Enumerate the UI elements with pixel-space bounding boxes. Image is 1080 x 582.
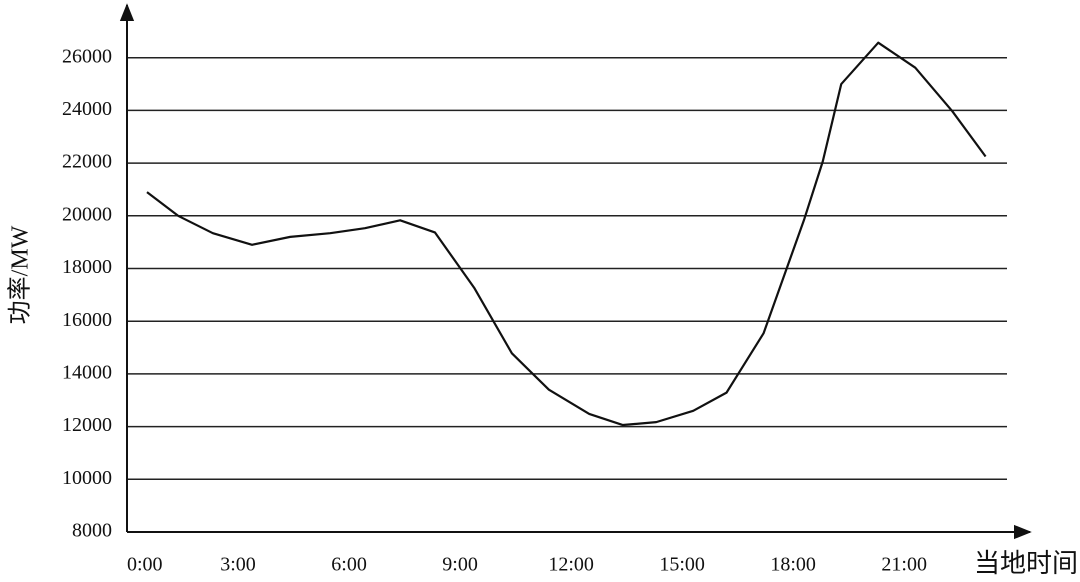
x-tick-label: 6:00 (331, 554, 367, 576)
data-line (146, 41, 987, 427)
x-tick-label: 9:00 (442, 554, 478, 576)
y-axis-title: 功率/MW (7, 225, 34, 324)
y-tick-label: 24000 (62, 98, 112, 120)
x-tick-label: 21:00 (881, 554, 927, 576)
x-tick-label: 3:00 (220, 554, 256, 576)
x-tick-label: 18:00 (770, 554, 816, 576)
y-tick-label: 14000 (62, 361, 112, 383)
x-tick-label: 12:00 (548, 554, 594, 576)
y-tick-label: 18000 (62, 256, 112, 278)
x-tick-label: 0:00 (127, 554, 163, 576)
y-tick-label: 12000 (62, 414, 112, 436)
y-tick-label: 26000 (62, 45, 112, 67)
y-tick-label: 8000 (72, 520, 112, 542)
y-tick-label: 16000 (62, 309, 112, 331)
x-axis-title: 当地时间 (974, 549, 1078, 578)
x-tick-label: 15:00 (659, 554, 705, 576)
y-tick-label: 20000 (62, 203, 112, 225)
y-tick-label: 10000 (62, 467, 112, 489)
y-tick-label: 22000 (62, 151, 112, 173)
